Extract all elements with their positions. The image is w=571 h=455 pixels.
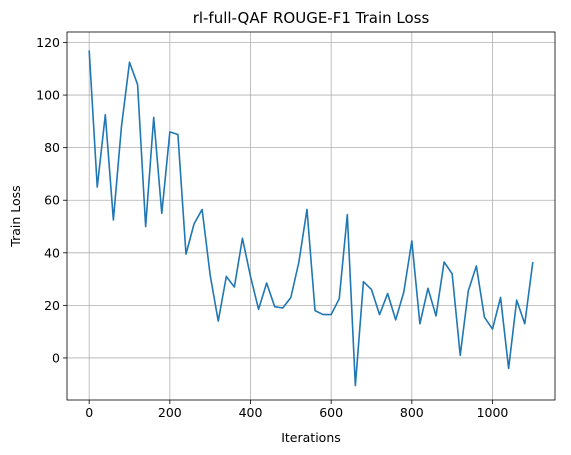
y-tick-label: 100 [36, 88, 60, 103]
plot-frame [66, 31, 556, 401]
y-tick-label: 80 [44, 140, 60, 155]
y-tick-label: 120 [36, 35, 60, 50]
x-tick-label: 0 [85, 405, 93, 420]
chart-title: rl-full-QAF ROUGE-F1 Train Loss [193, 9, 430, 27]
y-tick-label: 60 [44, 193, 60, 208]
x-tick-label: 600 [319, 405, 343, 420]
y-axis-ticks: 0 20 40 60 80 100 120 [36, 35, 67, 365]
x-axis-ticks: 0 200 400 600 800 1000 [85, 400, 508, 420]
grid [67, 32, 555, 400]
train-loss-line [88, 50, 534, 387]
x-axis-label: Iterations [281, 430, 341, 445]
series-layer [88, 50, 534, 387]
y-axis-label: Train Loss [8, 185, 23, 247]
x-tick-label: 400 [239, 405, 263, 420]
x-tick-label: 200 [158, 405, 182, 420]
x-tick-label: 1000 [477, 405, 509, 420]
x-tick-label: 800 [400, 405, 424, 420]
y-tick-label: 40 [44, 245, 60, 260]
y-tick-label: 20 [44, 298, 60, 313]
y-tick-label: 0 [52, 350, 60, 365]
